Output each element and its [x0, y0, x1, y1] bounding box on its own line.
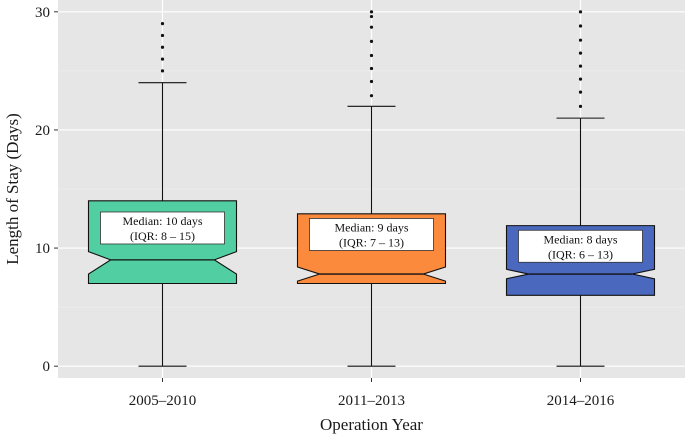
outlier-point	[369, 14, 374, 19]
outlier-point	[369, 94, 374, 98]
x-axis-ticks: 2005–2010 2011–2013 2014–2016	[129, 378, 615, 409]
median-label-line2: (IQR: 6 – 13)	[548, 247, 613, 261]
outlier-point	[578, 10, 583, 14]
median-label-box	[100, 211, 225, 245]
outlier-point	[369, 53, 374, 58]
outlier-point	[369, 79, 374, 84]
outlier-point	[160, 33, 165, 38]
outlier-point	[578, 77, 583, 81]
outlier-point	[160, 57, 165, 61]
y-axis-label: Length of Stay (Days)	[3, 113, 22, 265]
y-tick-label: 0	[43, 359, 51, 375]
outlier-point	[160, 22, 165, 26]
x-tick-label: 2005–2010	[129, 393, 197, 409]
median-label-line2: (IQR: 8 – 15)	[130, 229, 195, 243]
outlier-point	[578, 64, 583, 68]
outlier-point	[160, 45, 165, 49]
y-tick-label: 10	[35, 241, 50, 257]
median-label-line2: (IQR: 7 – 13)	[339, 235, 404, 249]
median-label-line1: Median: 9 days	[335, 220, 409, 234]
y-axis-ticks: 0 10 20 30	[35, 5, 58, 375]
outlier-point	[369, 39, 374, 43]
median-label-box	[518, 229, 643, 263]
outlier-point	[578, 51, 583, 55]
x-axis-label: Operation Year	[320, 415, 423, 434]
x-tick-label: 2014–2016	[547, 393, 615, 409]
outlier-point	[578, 24, 583, 28]
median-label-line1: Median: 8 days	[544, 232, 618, 246]
outlier-point	[369, 66, 374, 71]
outlier-point	[160, 69, 165, 73]
y-tick-label: 20	[35, 123, 50, 139]
box-group: Median: 10 days(IQR: 8 – 15) Median: 9 da…	[87, 10, 656, 367]
outlier-point	[578, 90, 583, 94]
outlier-point	[578, 38, 583, 42]
median-label-box	[309, 218, 434, 251]
x-tick-label: 2011–2013	[338, 393, 405, 409]
outlier-point	[369, 10, 374, 14]
outlier-point	[369, 25, 374, 29]
median-label-line1: Median: 10 days	[123, 214, 203, 228]
outlier-point	[578, 104, 583, 108]
y-tick-label: 30	[35, 5, 50, 21]
